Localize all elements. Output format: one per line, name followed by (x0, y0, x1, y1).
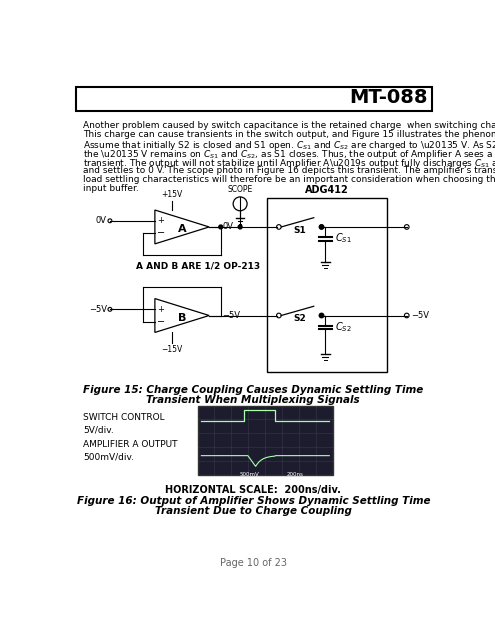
Text: S1: S1 (294, 226, 306, 235)
Text: ADG412: ADG412 (305, 186, 349, 195)
Text: A: A (178, 224, 186, 234)
Bar (198, 406, 333, 475)
Text: 200ns: 200ns (287, 472, 303, 477)
Circle shape (238, 225, 242, 229)
Text: SCOPE: SCOPE (228, 185, 253, 194)
Text: Page 10 of 23: Page 10 of 23 (220, 558, 287, 568)
Text: Transient Due to Charge Coupling: Transient Due to Charge Coupling (155, 506, 352, 516)
Text: +: + (157, 305, 164, 314)
Text: −: − (157, 228, 165, 238)
Text: load settling characteristics will therefore be an important consideration when : load settling characteristics will there… (83, 175, 495, 184)
Text: Figure 16: Output of Amplifier Shows Dynamic Settling Time: Figure 16: Output of Amplifier Shows Dyn… (77, 495, 430, 506)
Text: −15V: −15V (161, 345, 183, 354)
Text: −: − (157, 317, 165, 326)
Text: input buffer.: input buffer. (83, 184, 139, 193)
Text: transient. The output will not stabilize until Amplifier A\u2019s output fully d: transient. The output will not stabilize… (83, 157, 495, 170)
Circle shape (320, 314, 323, 317)
Text: This charge can cause transients in the switch output, and Figure 15 illustrates: This charge can cause transients in the … (83, 130, 495, 139)
Text: Another problem caused by switch capacitance is the retained charge  when switch: Another problem caused by switch capacit… (83, 121, 495, 130)
Text: Transient When Multiplexing Signals: Transient When Multiplexing Signals (147, 395, 360, 405)
Text: 0V: 0V (222, 223, 233, 232)
Text: $C_{S1}$: $C_{S1}$ (336, 232, 352, 245)
Text: 0V: 0V (96, 216, 107, 225)
Bar (76, 87, 432, 111)
Text: $C_{S2}$: $C_{S2}$ (336, 320, 352, 334)
Text: A AND B ARE 1/2 OP-213: A AND B ARE 1/2 OP-213 (136, 262, 259, 271)
Bar (267, 198, 388, 372)
Text: Figure 15: Charge Coupling Causes Dynamic Settling Time: Figure 15: Charge Coupling Causes Dynami… (83, 385, 423, 395)
Text: −5V: −5V (89, 305, 107, 314)
Text: B: B (178, 313, 186, 323)
Circle shape (320, 225, 323, 229)
Text: MT-088: MT-088 (349, 88, 428, 107)
Text: +15V: +15V (161, 190, 183, 199)
Text: and settles to 0 V. The scope photo in Figure 16 depicts this transient. The amp: and settles to 0 V. The scope photo in F… (83, 166, 495, 175)
Text: Assume that initially S2 is closed and S1 open. $C_{S1}$ and $C_{S2}$ are charge: Assume that initially S2 is closed and S… (83, 139, 495, 152)
Circle shape (219, 225, 223, 229)
Text: the \u20135 V remains on $C_{S1}$ and $C_{S2}$, as S1 closes. Thus, the output o: the \u20135 V remains on $C_{S1}$ and $C… (83, 148, 495, 161)
Text: HORIZONTAL SCALE:  200ns/div.: HORIZONTAL SCALE: 200ns/div. (165, 485, 341, 495)
Text: −5V: −5V (411, 311, 429, 320)
Text: AMPLIFIER A OUTPUT
500mV/div.: AMPLIFIER A OUTPUT 500mV/div. (83, 440, 177, 461)
Text: 500mV: 500mV (239, 472, 259, 477)
Text: SWITCH CONTROL
5V/div.: SWITCH CONTROL 5V/div. (83, 413, 164, 434)
Text: −5V: −5V (222, 311, 240, 320)
Text: +: + (157, 216, 164, 225)
Text: S2: S2 (294, 314, 306, 323)
